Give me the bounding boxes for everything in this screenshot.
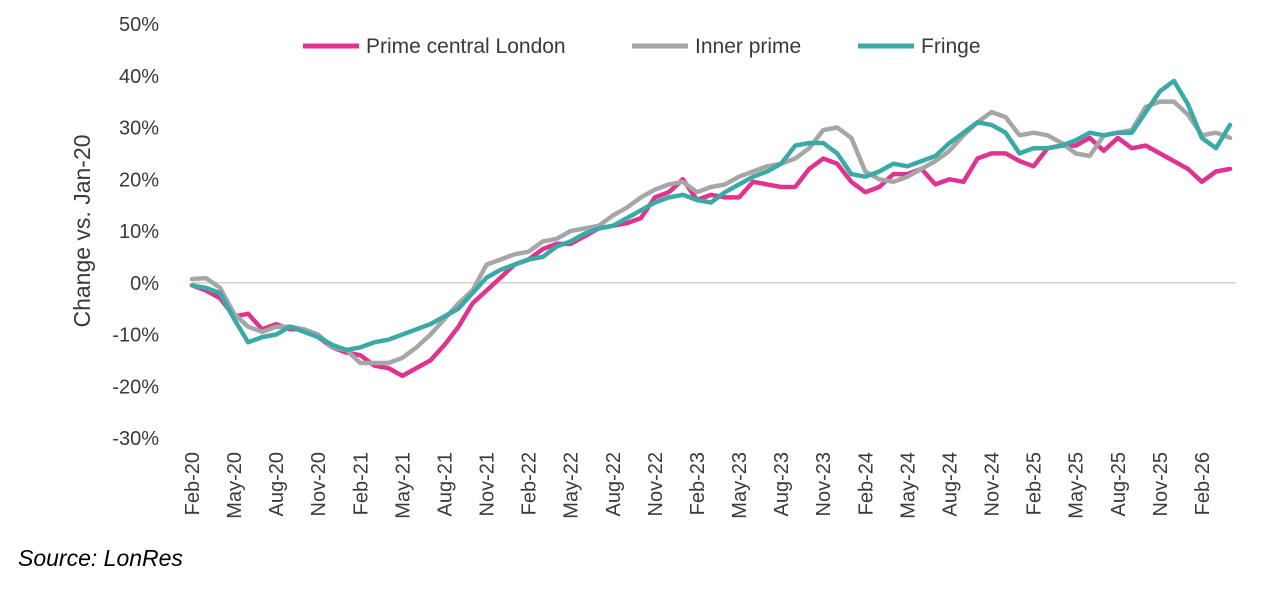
y-tick-label: 40% (119, 66, 159, 88)
y-tick-label: 0% (130, 273, 159, 295)
x-tick-label: Feb-24 (855, 452, 877, 515)
x-tick-label: Nov-21 (477, 452, 499, 516)
x-tick-label: Feb-25 (1024, 452, 1046, 515)
x-tick-label: Nov-23 (813, 452, 835, 516)
y-tick-label: -30% (112, 428, 159, 450)
x-tick-label: Aug-21 (434, 452, 456, 517)
x-tick-label: Aug-23 (771, 452, 793, 517)
legend-label: Prime central London (366, 35, 566, 58)
series-lines (189, 78, 1233, 379)
x-tick-label: Feb-23 (687, 452, 709, 515)
x-tick-label: Aug-22 (603, 452, 625, 517)
x-tick-label: Nov-24 (982, 452, 1004, 516)
y-tick-label: 50% (119, 14, 159, 36)
y-tick-label: -20% (112, 376, 159, 398)
x-tick-label: May-23 (729, 452, 751, 519)
x-tick-label: Nov-25 (1150, 452, 1172, 516)
y-tick-label: 20% (119, 169, 159, 191)
x-tick-label: Feb-20 (182, 452, 204, 515)
y-tick-label: 30% (119, 118, 159, 140)
x-tick-label: May-25 (1066, 452, 1088, 519)
x-tick-label: May-21 (392, 452, 414, 519)
x-tick-label: Aug-25 (1108, 452, 1130, 517)
x-tick-label: May-24 (897, 452, 919, 519)
legend-label: Fringe (921, 35, 981, 58)
x-tick-label: Feb-22 (519, 452, 541, 515)
x-tick-label: Feb-21 (350, 452, 372, 515)
x-tick-label: May-20 (224, 452, 246, 519)
y-tick-label: 10% (119, 221, 159, 243)
legend-label: Inner prime (695, 35, 801, 58)
series-line-inner-prime (189, 99, 1233, 366)
x-axis: Feb-20 May-20 Aug-20 Nov-20 Feb-21 May-21 Aug-… (182, 282, 1236, 519)
y-axis-label: Change vs. Jan-20 (69, 134, 95, 327)
source-note: Source: LonRes (18, 545, 183, 571)
x-tick-label: Aug-20 (266, 452, 288, 517)
x-tick-label: Nov-20 (308, 452, 330, 516)
series-line-fringe (189, 78, 1233, 353)
y-axis: -30% -20% -10% 0% 10% 20% 30% 40% 50% (112, 14, 159, 450)
y-tick-label: -10% (112, 325, 159, 347)
x-tick-label: Aug-24 (939, 452, 961, 517)
series-line-prime-central-london (189, 135, 1233, 379)
legend: Prime central London Inner prime Fringe (303, 35, 981, 58)
x-tick-label: May-22 (561, 452, 583, 519)
x-tick-label: Feb-26 (1192, 452, 1214, 515)
x-tick-label: Nov-22 (645, 452, 667, 516)
